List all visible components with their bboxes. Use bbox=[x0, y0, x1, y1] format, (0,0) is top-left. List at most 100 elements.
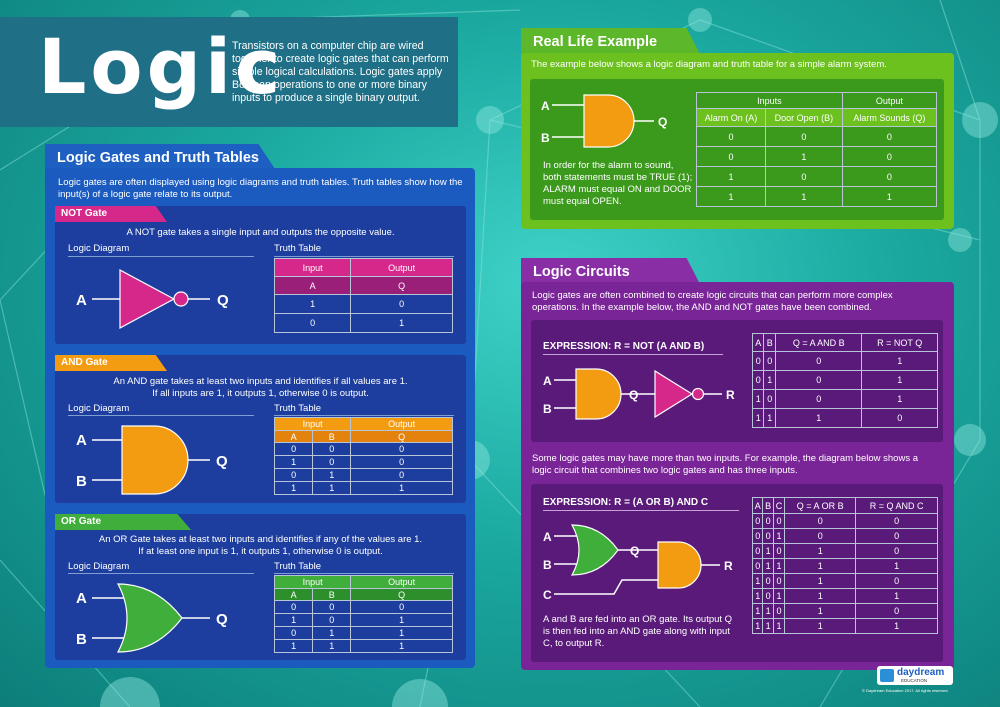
table-cell: 1 bbox=[350, 481, 453, 495]
table-cell: 1 bbox=[784, 603, 857, 619]
or-output-q: Q bbox=[216, 611, 228, 628]
table-cell: 1 bbox=[751, 603, 764, 619]
table-cell: 1 bbox=[273, 294, 352, 314]
table-header: Input bbox=[273, 575, 352, 589]
table-cell: 0 bbox=[855, 513, 938, 529]
logo-text: daydream bbox=[897, 667, 945, 678]
and-diagram-label: Logic Diagram bbox=[68, 403, 130, 414]
page-title: Logic bbox=[38, 22, 285, 111]
table-cell: 0 bbox=[774, 351, 863, 371]
table-header: Q = A OR B bbox=[784, 497, 857, 514]
table-cell: 1 bbox=[751, 573, 764, 589]
table-cell: 1 bbox=[350, 613, 453, 627]
table-cell: 0 bbox=[774, 389, 863, 409]
table-cell: 0 bbox=[695, 126, 767, 147]
table-cell: 1 bbox=[861, 389, 938, 409]
alarm-input-b: B bbox=[541, 131, 550, 145]
table-cell: 1 bbox=[763, 408, 776, 428]
circuits-middle-text: Some logic gates may have more than two … bbox=[532, 453, 918, 476]
table-cell: 1 bbox=[774, 408, 863, 428]
or-diagram-label: Logic Diagram bbox=[68, 561, 130, 572]
divider bbox=[68, 573, 254, 574]
or-and-input-a: A bbox=[543, 530, 552, 544]
table-cell: 0 bbox=[751, 370, 765, 390]
table-header: A bbox=[751, 333, 765, 352]
table-cell: 0 bbox=[763, 389, 776, 409]
table-cell: 1 bbox=[312, 468, 352, 482]
table-cell: 0 bbox=[772, 543, 786, 559]
table-header: Output bbox=[350, 258, 453, 277]
table-cell: 1 bbox=[762, 618, 774, 634]
table-cell: 1 bbox=[784, 558, 857, 574]
intro-text: Transistors on a computer chip are wired… bbox=[232, 40, 449, 104]
table-cell: 1 bbox=[784, 618, 857, 634]
and-gate-desc-2: If all inputs are 1, it outputs 1, other… bbox=[152, 388, 369, 399]
table-cell: 0 bbox=[751, 351, 765, 371]
expression-2: EXPRESSION: R = (A OR B) AND C bbox=[543, 497, 709, 508]
table-cell: 1 bbox=[772, 588, 786, 604]
table-cell: 1 bbox=[273, 639, 314, 653]
table-cell: 1 bbox=[772, 558, 786, 574]
table-header: B bbox=[763, 333, 776, 352]
table-header: A bbox=[751, 497, 764, 514]
table-cell: 0 bbox=[312, 613, 352, 627]
title-banner bbox=[0, 17, 458, 127]
not-output-q: Q bbox=[217, 292, 229, 309]
table-header: R = NOT Q bbox=[861, 333, 938, 352]
and-output-q: Q bbox=[216, 453, 228, 470]
table-header: A bbox=[273, 276, 352, 295]
table-cell: 1 bbox=[762, 558, 774, 574]
or-and-mid-q: Q bbox=[630, 544, 639, 558]
table-cell: 1 bbox=[751, 408, 765, 428]
table-cell: 0 bbox=[762, 573, 774, 589]
or-input-b: B bbox=[76, 631, 87, 648]
table-cell: 0 bbox=[751, 558, 764, 574]
section-tab-circuits: Logic Circuits bbox=[521, 258, 701, 286]
table-cell: 1 bbox=[273, 455, 314, 469]
table-cell: 0 bbox=[751, 528, 764, 544]
not-truth-table: Input Output A Q 1 0 0 1 bbox=[273, 258, 453, 333]
expression-1: EXPRESSION: R = NOT (A AND B) bbox=[543, 341, 705, 352]
table-cell: 1 bbox=[350, 313, 453, 333]
table-cell: 1 bbox=[762, 603, 774, 619]
section-tab-gates: Logic Gates and Truth Tables bbox=[45, 144, 277, 172]
not-truth-label: Truth Table bbox=[274, 243, 321, 254]
table-cell: 1 bbox=[861, 370, 938, 390]
divider bbox=[274, 573, 454, 574]
table-cell: 0 bbox=[855, 543, 938, 559]
table-cell: 0 bbox=[784, 513, 857, 529]
logo-icon bbox=[880, 669, 894, 682]
or-and-note: A and B are fed into an OR gate. Its out… bbox=[543, 614, 733, 649]
table-header: Output bbox=[350, 417, 453, 431]
table-header: Alarm Sounds (Q) bbox=[841, 108, 938, 127]
table-cell: 0 bbox=[350, 455, 453, 469]
table-cell: 0 bbox=[765, 166, 843, 187]
not-gate-diagram: A Q bbox=[76, 268, 229, 330]
table-cell: 0 bbox=[762, 513, 774, 529]
nand-output-r: R bbox=[726, 388, 735, 402]
not-gate-tab: NOT Gate bbox=[55, 206, 167, 222]
table-cell: 1 bbox=[695, 166, 767, 187]
table-cell: 0 bbox=[751, 513, 764, 529]
alarm-output-q: Q bbox=[658, 115, 667, 129]
table-header: Alarm On (A) bbox=[695, 108, 767, 127]
or-gate-desc-1: An OR Gate takes at least two inputs and… bbox=[98, 534, 423, 545]
and-gate-tab: AND Gate bbox=[55, 355, 167, 371]
table-cell: 1 bbox=[751, 618, 764, 634]
gates-intro: Logic gates are often displayed using lo… bbox=[58, 177, 463, 200]
table-cell: 1 bbox=[751, 389, 765, 409]
not-input-a: A bbox=[76, 292, 87, 309]
table-cell: 1 bbox=[312, 626, 352, 640]
table-header: C bbox=[772, 497, 786, 514]
divider bbox=[68, 256, 254, 257]
table-header: Input bbox=[273, 417, 352, 431]
table-cell: 1 bbox=[855, 588, 938, 604]
and-gate-desc-1: An AND gate takes at least two inputs an… bbox=[113, 376, 408, 387]
and-truth-label: Truth Table bbox=[274, 403, 321, 414]
table-header: R = Q AND C bbox=[855, 497, 938, 514]
table-cell: 0 bbox=[772, 573, 786, 589]
table-cell: 0 bbox=[273, 313, 352, 333]
table-cell: 1 bbox=[273, 481, 314, 495]
